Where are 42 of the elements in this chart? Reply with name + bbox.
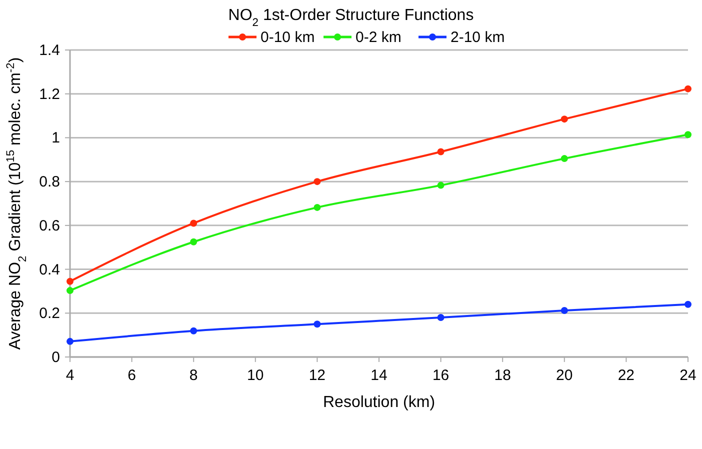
point [66, 338, 74, 345]
point [560, 307, 568, 314]
point [190, 220, 198, 227]
x-tick-label: 18 [494, 367, 511, 384]
x-tick-label: 12 [308, 367, 326, 384]
y-tick-label: 1 [52, 130, 60, 147]
legend-label: 2-10 km [450, 29, 505, 46]
legend-label: 0-2 km [356, 29, 402, 46]
x-tick-label: 24 [680, 367, 696, 384]
x-tick-label: 4 [66, 367, 74, 384]
x-tick-label: 20 [556, 367, 573, 384]
x-tick-label: 8 [189, 367, 198, 384]
y-tick-label: 0.2 [39, 305, 60, 322]
point [190, 327, 198, 334]
point [560, 155, 568, 162]
legend-label: 0-10 km [260, 29, 315, 46]
point [684, 131, 692, 138]
y-tick-label: 0 [52, 349, 60, 366]
x-tick-label: 6 [128, 367, 136, 384]
point [66, 278, 74, 285]
point [437, 314, 444, 322]
x-tick-label: 10 [247, 367, 264, 384]
x-tick-label: 14 [370, 367, 388, 384]
point [684, 85, 692, 92]
point [66, 287, 74, 294]
y-tick-label: 0.4 [39, 261, 60, 278]
point [684, 300, 692, 308]
point [437, 182, 444, 189]
x-tick-label: 16 [432, 367, 450, 384]
x-tick-label: 22 [618, 367, 635, 384]
y-tick-label: 0.8 [39, 174, 60, 191]
point [314, 320, 321, 328]
chart-title: NO$_{2}$ 1st-Order Structure Functions [228, 7, 474, 29]
point [190, 238, 198, 246]
point [314, 178, 321, 186]
point [560, 116, 568, 123]
y-tick-label: 0.6 [39, 217, 60, 234]
point [314, 204, 321, 211]
x-axis-title: Resolution (km) [322, 394, 436, 411]
y-tick-label: 1.2 [39, 86, 60, 103]
point [437, 148, 444, 156]
y-tick-label: 1.4 [39, 42, 60, 59]
